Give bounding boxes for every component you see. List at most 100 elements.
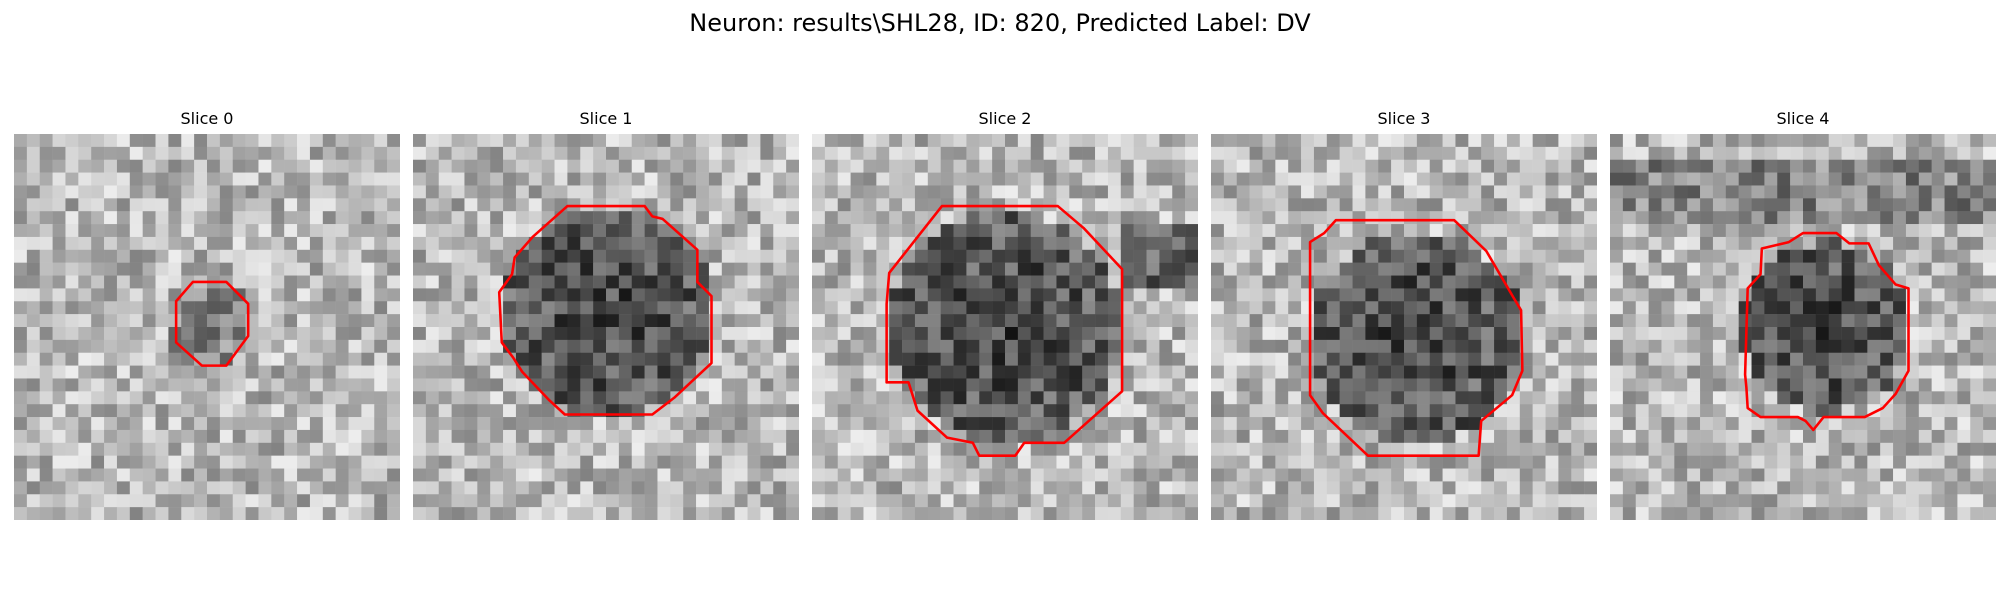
pixel (1120, 455, 1134, 469)
pixel (14, 339, 28, 353)
pixel (1944, 339, 1958, 353)
pixel (734, 301, 748, 315)
pixel (1442, 494, 1456, 508)
pixel (104, 185, 118, 199)
pixel (1391, 365, 1405, 379)
pixel (850, 327, 864, 341)
pixel (1352, 365, 1366, 379)
pixel (258, 455, 272, 469)
pixel (760, 429, 774, 444)
pixel (1545, 494, 1559, 508)
pixel (1584, 198, 1597, 212)
pixel (812, 314, 826, 328)
pixel (1043, 134, 1057, 148)
pixel (1416, 339, 1430, 353)
pixel (284, 494, 298, 508)
pixel (554, 481, 568, 495)
pixel (387, 494, 400, 508)
pixel (824, 134, 838, 148)
pixel (1030, 301, 1044, 315)
pixel (503, 404, 517, 418)
pixel (644, 314, 658, 328)
pixel (374, 236, 388, 251)
pixel (91, 455, 105, 469)
pixel (1313, 391, 1328, 405)
neuron-contour (1308, 218, 1524, 457)
pixel (52, 455, 66, 469)
pixel (14, 365, 28, 379)
pixel (65, 236, 79, 251)
pixel (1790, 365, 1804, 379)
pixel (940, 185, 954, 199)
pixel (387, 429, 400, 444)
pixel (194, 288, 208, 302)
pixel (1275, 339, 1289, 353)
pixel (194, 327, 208, 341)
pixel (348, 262, 362, 276)
pixel (528, 275, 542, 289)
pixel (1584, 378, 1597, 392)
pixel (297, 185, 311, 199)
pixel (1725, 249, 1739, 263)
pixel (1867, 327, 1881, 341)
pixel (490, 275, 504, 289)
pixel (837, 468, 851, 482)
pixel (129, 249, 143, 263)
pixel (1236, 481, 1250, 495)
pixel (65, 507, 79, 520)
pixel (1725, 339, 1739, 353)
pixel (1185, 262, 1198, 276)
pixel (142, 159, 156, 173)
pixel (1571, 211, 1585, 225)
pixel (1365, 224, 1379, 238)
pixel (593, 159, 607, 173)
pixel (1069, 211, 1083, 225)
pixel (1944, 262, 1958, 276)
pixel (670, 249, 684, 263)
pixel (812, 494, 826, 508)
pixel (696, 339, 710, 353)
pixel (1339, 249, 1353, 263)
pixel (1905, 211, 1920, 225)
pixel (1301, 249, 1315, 263)
pixel (1223, 391, 1237, 405)
pixel (1571, 185, 1585, 199)
pixel (734, 146, 748, 160)
pixel (876, 455, 890, 469)
pixel (503, 327, 517, 341)
pixel (1288, 134, 1302, 148)
pixel (335, 301, 349, 315)
pixel (91, 352, 105, 366)
pixel (219, 391, 233, 405)
pixel (1416, 159, 1430, 173)
pixel (464, 481, 478, 495)
pixel (425, 494, 439, 508)
pixel (1249, 481, 1263, 495)
pixel (1635, 507, 1649, 520)
pixel (52, 417, 66, 431)
pixel (1236, 159, 1250, 173)
pixel (1172, 391, 1186, 405)
pixel (1185, 301, 1198, 315)
slice-image-0 (14, 134, 400, 520)
pixel (142, 134, 156, 148)
pixel (1635, 429, 1649, 444)
pixel (1249, 249, 1263, 263)
pixel (1211, 391, 1225, 405)
pixel (618, 378, 632, 392)
pixel (824, 288, 838, 302)
pixel (1725, 404, 1739, 418)
pixel (1159, 442, 1173, 456)
pixel (477, 301, 491, 315)
pixel (1610, 249, 1624, 263)
pixel (348, 211, 362, 225)
pixel (1725, 455, 1739, 469)
pixel (1120, 134, 1134, 148)
pixel (1288, 352, 1302, 366)
pixel (207, 288, 221, 302)
pixel (1017, 417, 1031, 431)
pixel (387, 211, 400, 225)
pixel (477, 159, 491, 173)
pixel (1481, 339, 1495, 353)
pixel (1313, 417, 1328, 431)
